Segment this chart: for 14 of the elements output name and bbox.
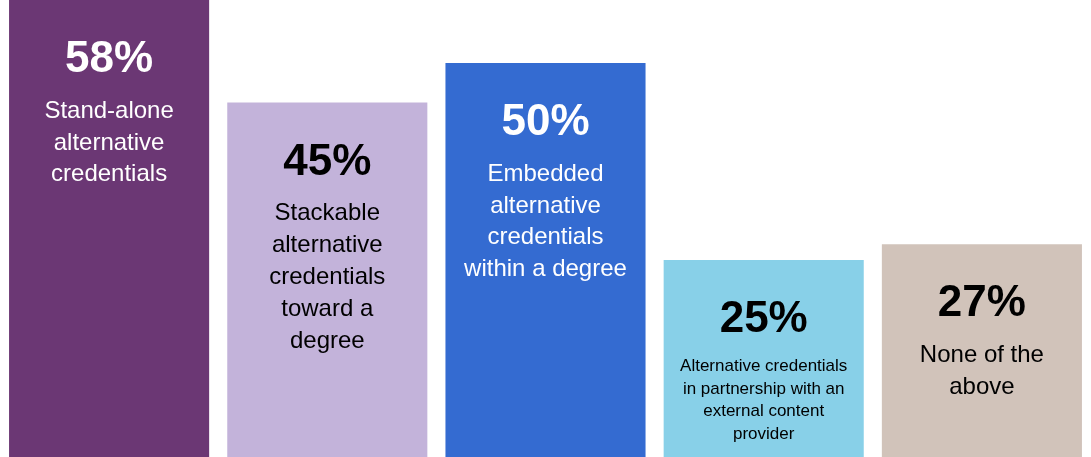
- data-label: 25%: [719, 292, 808, 342]
- bar: [881, 244, 1082, 457]
- data-label: 58%: [65, 32, 154, 82]
- x-tick-label: Stand-alone alternative credentials: [44, 95, 174, 187]
- bar: [445, 63, 646, 457]
- data-label: 45%: [283, 134, 372, 184]
- x-tick-label: Alternative credentials in partnership with an external content provider: [680, 356, 848, 443]
- x-tick-label: None of the above: [919, 339, 1044, 399]
- data-label: 27%: [937, 276, 1026, 326]
- bar: [9, 0, 210, 457]
- x-tick-label: Stackable alternative credentials toward a degree: [269, 198, 386, 353]
- x-tick-label: Embedded alternative credentials within a degree: [463, 158, 627, 282]
- bar: [227, 102, 428, 457]
- data-label: 50%: [501, 95, 590, 145]
